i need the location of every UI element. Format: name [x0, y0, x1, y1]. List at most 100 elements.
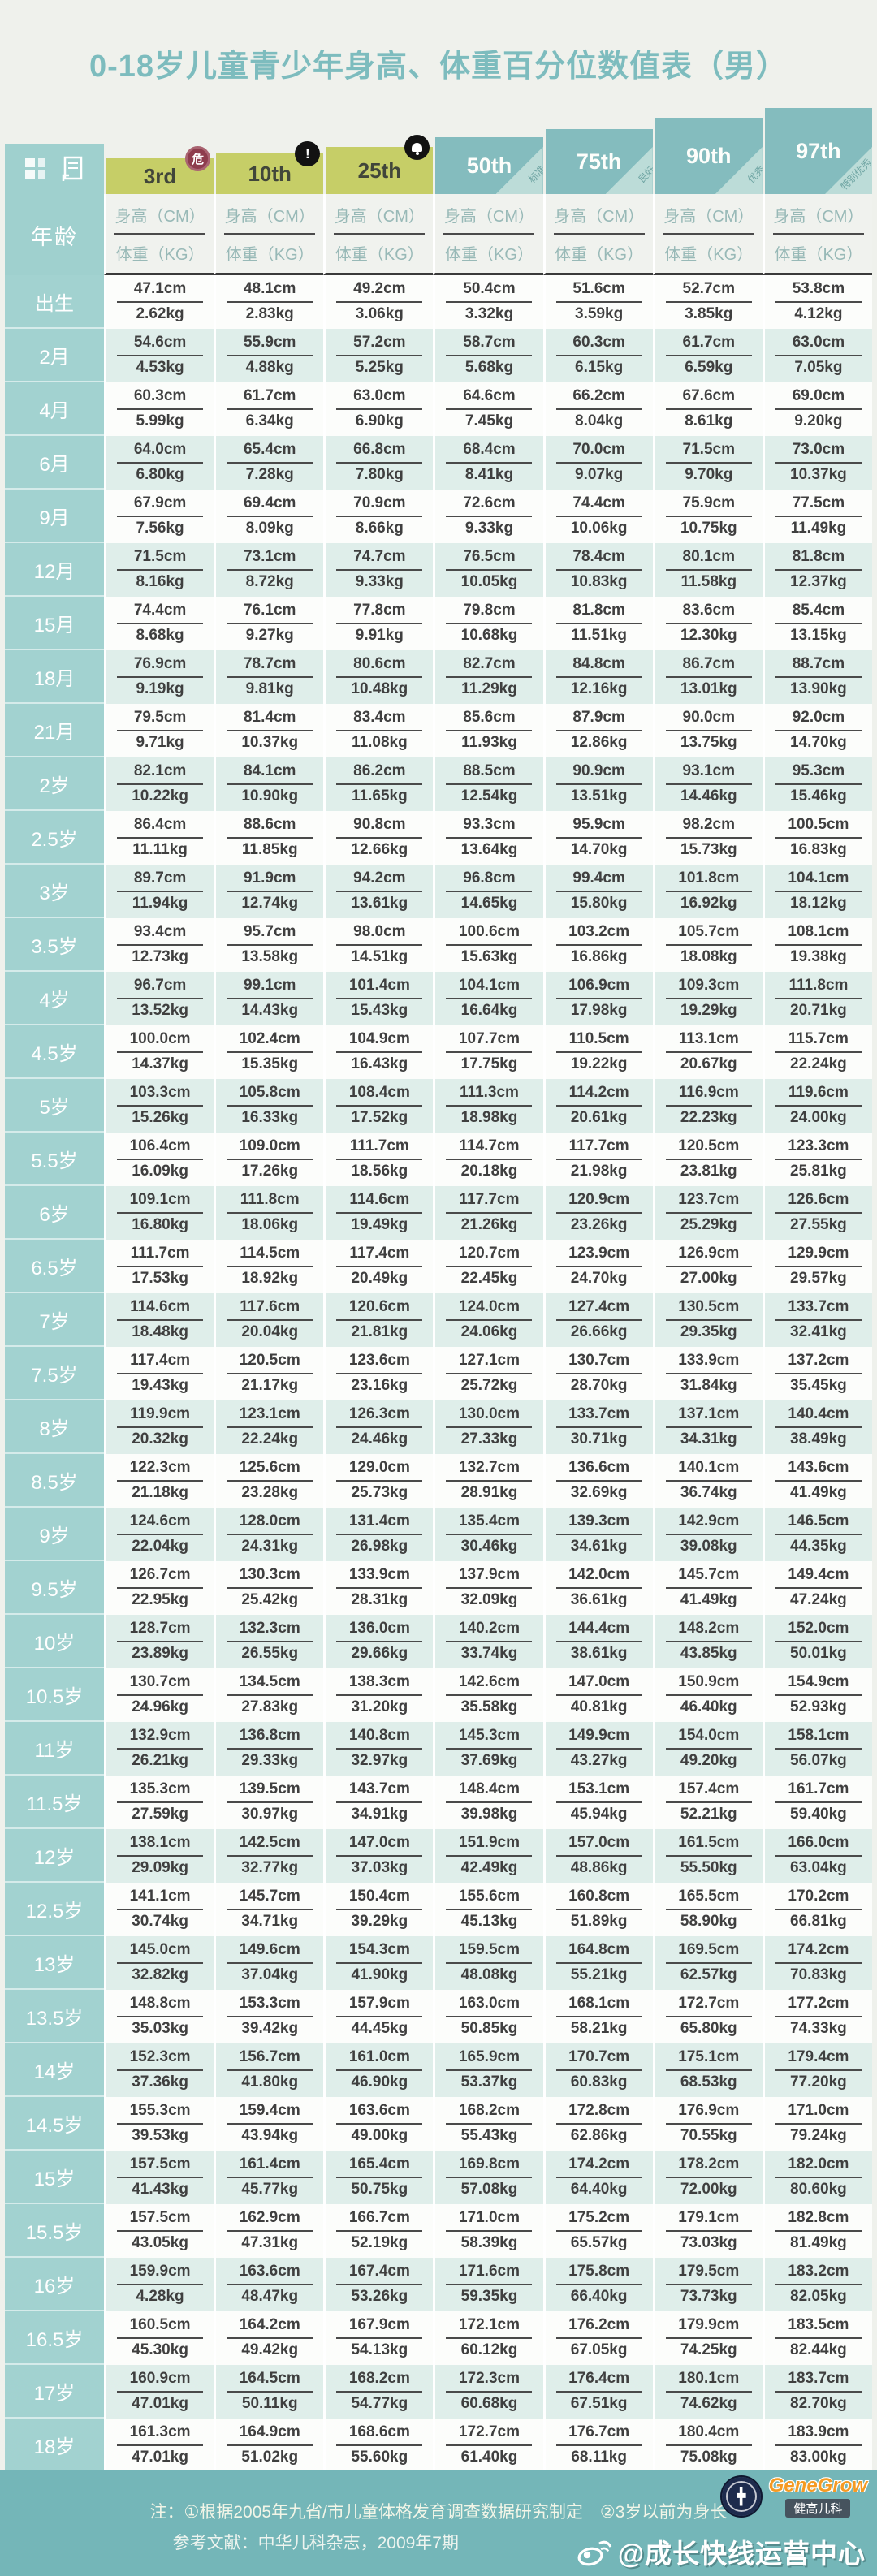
data-cell: 58.7cm 5.68kg [433, 329, 543, 382]
data-cell: 160.8cm 51.89kg [542, 1883, 653, 1936]
weight-value: 16.43kg [351, 1055, 408, 1072]
divider [665, 2444, 752, 2446]
data-cell: 146.5cm 44.35kg [762, 1508, 872, 1561]
age-cell: 15岁 [5, 2151, 104, 2204]
weight-value: 37.03kg [351, 1859, 408, 1876]
data-cell: 48.1cm 2.83kg [214, 275, 324, 329]
height-value: 109.0cm [239, 1137, 300, 1155]
weight-value: 12.74kg [241, 895, 299, 912]
divider [117, 2391, 204, 2393]
weight-column-label: 体重（KG） [115, 245, 205, 264]
weight-value: 29.09kg [132, 1859, 188, 1876]
weight-value: 13.90kg [790, 680, 847, 697]
weight-value: 41.49kg [790, 1484, 847, 1501]
height-value: 175.8cm [568, 2263, 630, 2280]
height-value: 120.7cm [458, 1245, 520, 1262]
divider [665, 2391, 752, 2393]
divider [555, 1480, 642, 1482]
divider [665, 1962, 752, 1964]
weight-value: 21.26kg [460, 1216, 518, 1233]
weight-value: 15.43kg [351, 1002, 408, 1019]
weibo-icon [577, 2540, 612, 2566]
divider [665, 1694, 752, 1696]
height-value: 115.7cm [788, 1030, 849, 1048]
height-value: 105.8cm [239, 1084, 300, 1102]
height-value: 67.6cm [682, 387, 735, 405]
divider [775, 944, 862, 946]
height-value: 152.0cm [788, 1620, 849, 1638]
weight-value: 11.49kg [790, 520, 847, 537]
age-cell: 13岁 [5, 1936, 104, 1990]
divider [555, 1855, 642, 1857]
table-row: 4岁 96.7cm 13.52kg 99.1cm 14.43kg 101.4cm 15.43… [5, 972, 872, 1025]
height-value: 60.3cm [572, 334, 625, 352]
weight-value: 37.69kg [460, 1752, 518, 1769]
percentile-tab-10th: 10th! [216, 141, 324, 194]
divider [227, 2123, 313, 2125]
data-cell: 180.4cm 75.08kg [652, 2419, 763, 2472]
height-value: 53.8cm [792, 280, 845, 298]
age-cell: 6月 [5, 436, 104, 490]
weight-value: 37.04kg [241, 1966, 299, 1983]
height-value: 182.8cm [788, 2209, 849, 2227]
weight-value: 3.32kg [464, 305, 514, 322]
sub-header-cell: 身高（CM） 体重（KG） [762, 194, 872, 275]
divider [665, 2069, 752, 2071]
divider [227, 569, 313, 571]
age-cell: 3岁 [5, 865, 104, 918]
divider [775, 837, 862, 839]
table-row: 15月 74.4cm 8.68kg 76.1cm 9.27kg 77.8cm 9.91kg 7… [5, 597, 872, 650]
data-cell: 161.4cm 45.77kg [214, 2151, 324, 2204]
divider [555, 2230, 642, 2232]
divider [665, 1212, 752, 1214]
data-cell: 139.5cm 30.97kg [214, 1776, 324, 1829]
table-row: 12.5岁 141.1cm 30.74kg 145.7cm 34.71kg 150.4cm… [5, 1883, 872, 1936]
height-value: 124.6cm [129, 1512, 191, 1530]
divider [117, 1426, 204, 1428]
weight-value: 39.98kg [460, 1806, 518, 1823]
height-value: 168.6cm [348, 2423, 410, 2441]
divider [665, 516, 752, 517]
divider [665, 837, 752, 839]
weight-value: 10.05kg [460, 573, 518, 590]
divider [555, 2391, 642, 2393]
weight-value: 22.24kg [790, 1055, 847, 1072]
divider [555, 1266, 642, 1267]
divider [775, 462, 862, 464]
divider [775, 730, 862, 731]
divider [775, 1962, 862, 1964]
data-cell: 128.7cm 23.89kg [104, 1615, 214, 1668]
weight-value: 54.13kg [351, 2341, 408, 2358]
weight-value: 10.90kg [241, 787, 299, 805]
weight-value: 23.89kg [132, 1645, 188, 1662]
divider [775, 2069, 862, 2071]
age-cell: 2月 [5, 329, 104, 382]
sub-header-cell: 身高（CM） 体重（KG） [542, 194, 653, 275]
height-value: 130.7cm [129, 1673, 191, 1691]
height-value: 92.0cm [792, 709, 845, 727]
height-value: 151.9cm [458, 1834, 520, 1852]
height-value: 172.1cm [458, 2316, 520, 2334]
weight-value: 10.06kg [570, 520, 628, 537]
data-cell: 96.8cm 14.65kg [433, 865, 543, 918]
divider [227, 998, 313, 999]
weight-value: 15.63kg [460, 948, 518, 965]
height-value: 95.7cm [243, 923, 296, 941]
height-value: 166.7cm [348, 2209, 410, 2227]
height-value: 100.5cm [788, 816, 849, 834]
height-value: 64.6cm [463, 387, 516, 405]
weight-value: 61.40kg [460, 2449, 518, 2466]
weight-value: 60.68kg [460, 2395, 518, 2412]
height-value: 134.5cm [239, 1673, 300, 1691]
divider [227, 676, 313, 678]
height-value: 57.2cm [353, 334, 406, 352]
divider [336, 2069, 423, 2071]
height-value: 179.5cm [678, 2263, 740, 2280]
height-column-label: 身高（CM） [554, 207, 645, 226]
height-value: 111.8cm [240, 1191, 300, 1209]
divider [227, 1426, 313, 1428]
divider [336, 2337, 423, 2339]
divider [446, 1909, 533, 1910]
age-cell: 16.5岁 [5, 2311, 104, 2365]
height-value: 177.2cm [788, 1995, 849, 2013]
